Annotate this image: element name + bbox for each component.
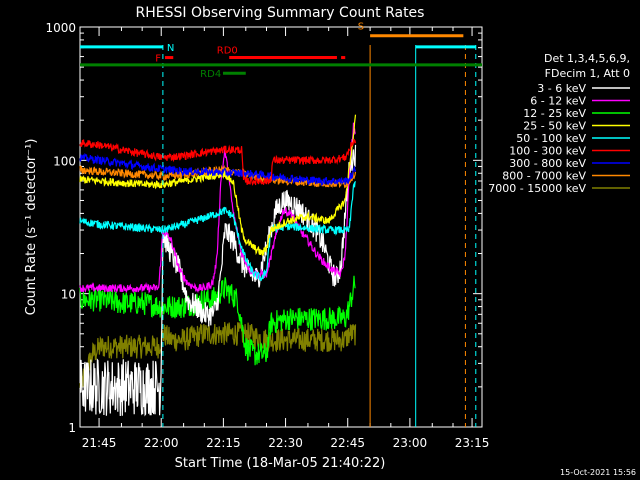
series-line — [79, 181, 357, 282]
legend-item-label: 7000 - 15000 keV — [488, 182, 586, 195]
series-line — [79, 138, 357, 186]
x-ticks: 21:45 22:00 22:15 22:30 22:45 23:00 23:15 — [79, 27, 490, 450]
legend-header-line-2: FDecim 1, Att 0 — [545, 67, 630, 80]
series-line — [79, 122, 357, 294]
legend-item-label: 3 - 6 keV — [537, 82, 586, 95]
chart-title: RHESSI Observing Summary Count Rates — [136, 5, 425, 21]
legend-item-label: 50 - 100 keV — [516, 132, 586, 145]
x-tick-label: 23:00 — [393, 436, 428, 450]
y-tick-label: 10 — [61, 288, 76, 302]
y-tick-label: 1000 — [45, 21, 76, 35]
x-tick-label: 23:15 — [455, 436, 490, 450]
annotation-layer: NF RD0 RD4 S — [80, 22, 482, 80]
y-axis-label: Count Rate (s⁻¹ detector⁻¹) — [24, 139, 39, 316]
legend-item-label: 300 - 800 keV — [509, 157, 586, 170]
legend-item-label: 12 - 25 keV — [523, 107, 586, 120]
annotation-label: S — [358, 22, 364, 33]
x-tick-label: 21:45 — [82, 436, 117, 450]
annotation-label: RD4 — [200, 69, 221, 80]
series-line — [79, 321, 357, 391]
legend-item-label: 800 - 7000 keV — [502, 170, 586, 183]
y-major-ticks: 1 10 100 1000 — [45, 21, 482, 435]
annotation-label: RD0 — [217, 46, 238, 57]
y-tick-label: 1 — [68, 421, 76, 435]
vertical-markers — [162, 45, 477, 427]
legend-item-label: 6 - 12 keV — [530, 95, 586, 108]
footer-date: 15-Oct-2021 15:56 — [560, 468, 636, 477]
plot-frame — [79, 26, 483, 428]
series-line — [79, 114, 357, 256]
annotation-label: N — [167, 43, 174, 54]
x-tick-label: 22:00 — [144, 436, 179, 450]
series-layer — [79, 114, 357, 417]
x-axis-label: Start Time (18-Mar-05 21:40:22) — [175, 456, 386, 471]
legend-item-label: 100 - 300 keV — [509, 145, 586, 158]
annotation-label: F — [155, 54, 161, 65]
plot-area: 1 10 100 1000 21:45 22:00 22:15 22:30 22:45 23:0… — [45, 21, 489, 450]
x-tick-label: 22:45 — [330, 436, 365, 450]
series-line — [79, 144, 357, 417]
legend: Det 1,3,4,5,6,9, FDecim 1, Att 0 3 - 6 k… — [488, 52, 630, 195]
series-line — [79, 152, 357, 187]
y-tick-label: 100 — [53, 154, 76, 168]
x-tick-label: 22:15 — [206, 436, 241, 450]
x-tick-label: 22:30 — [268, 436, 303, 450]
legend-header-line-1: Det 1,3,4,5,6,9, — [544, 52, 630, 65]
legend-item-label: 25 - 50 keV — [523, 120, 586, 133]
